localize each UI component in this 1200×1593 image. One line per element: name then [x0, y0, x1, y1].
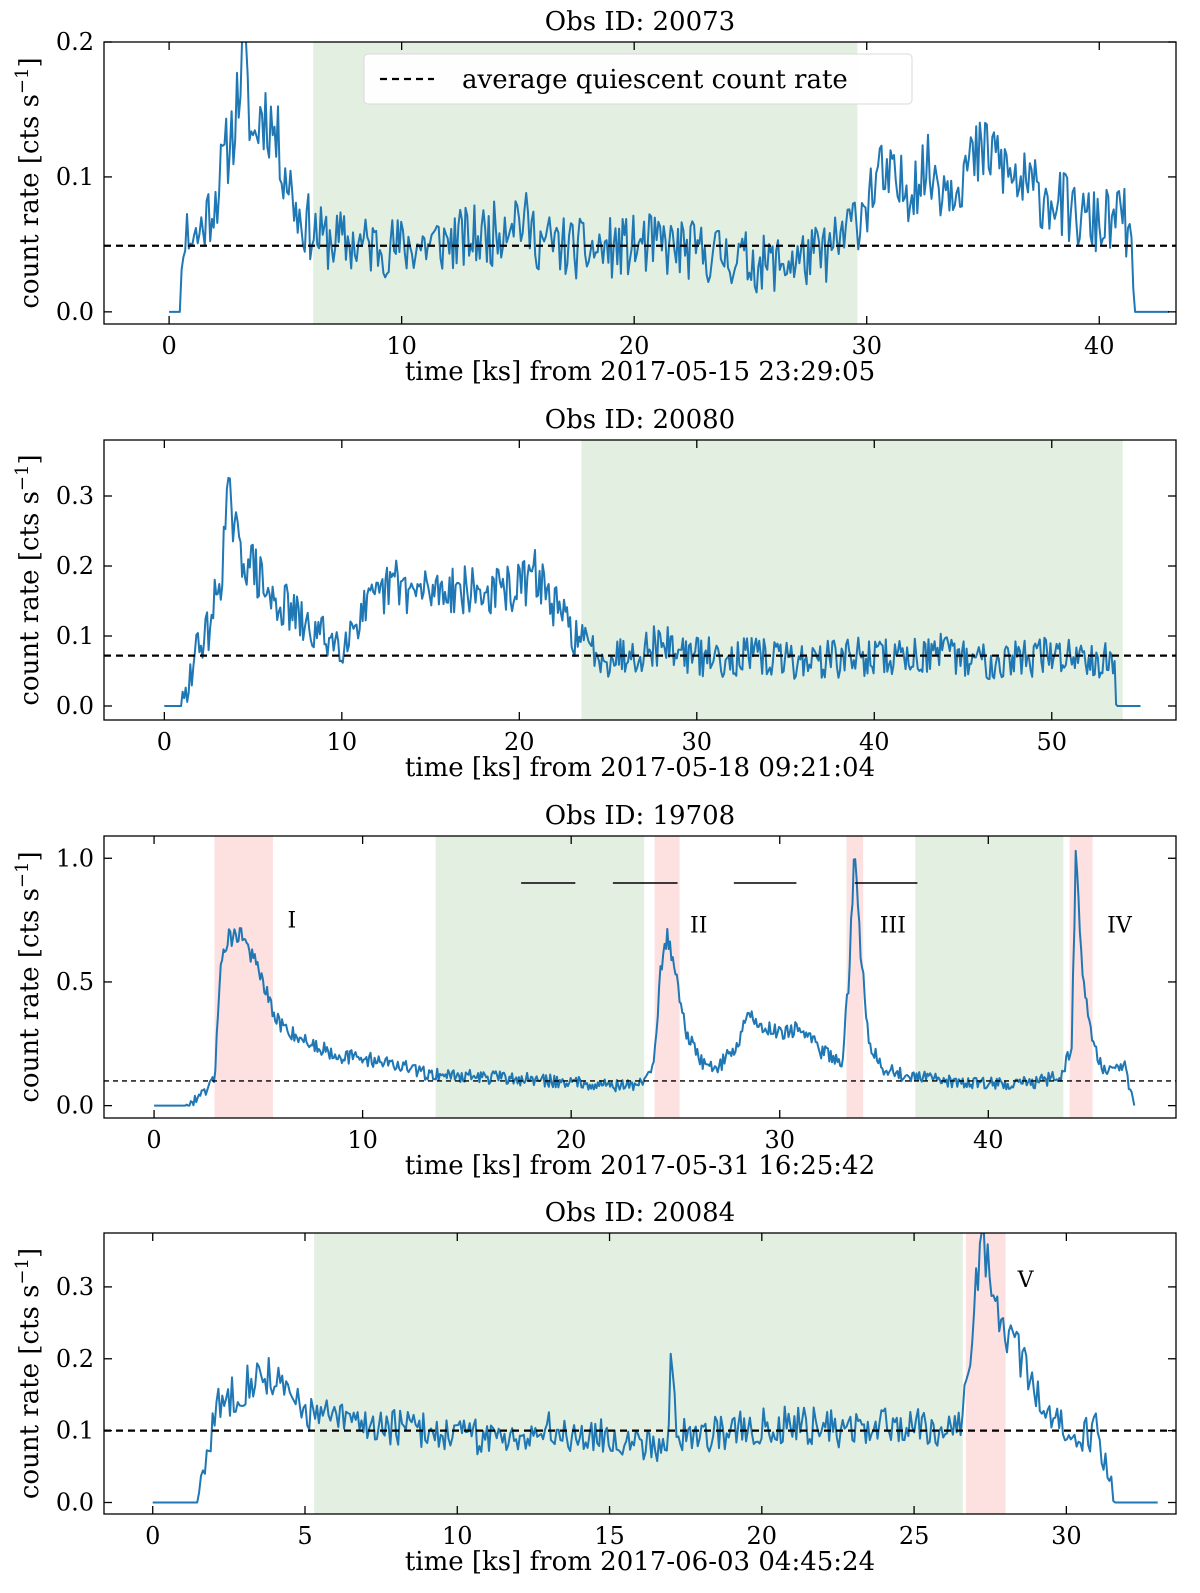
quiescent-span	[435, 836, 645, 1118]
y-tick-label: 0.1	[56, 1417, 94, 1445]
y-tick-label: 0.1	[56, 163, 94, 191]
x-tick-label: 10	[347, 1126, 378, 1154]
x-tick-label: 10	[327, 728, 358, 756]
quiescent-span	[314, 1233, 963, 1514]
x-tick-label: 25	[899, 1522, 930, 1550]
x-axis-label: time [ks] from 2017-06-03 04:45:24	[405, 1547, 875, 1577]
panel-2: 0 10 20 30 40 50 0.0 0.1 0.2 0.3 Obs ID: 20080 time…	[12, 405, 1177, 783]
flare-label: I	[288, 909, 297, 934]
chart-title: Obs ID: 20084	[545, 1198, 735, 1228]
chart-title: Obs ID: 19708	[545, 801, 735, 831]
y-axis-label: count rate [cts s−1]	[12, 851, 45, 1102]
light-curve-line	[154, 849, 1136, 1107]
x-axis-label: time [ks] from 2017-05-31 16:25:42	[405, 1151, 875, 1181]
flare-span	[965, 1233, 1006, 1514]
light-curve-line	[164, 476, 1141, 707]
flare-label: IV	[1107, 913, 1133, 938]
quiescent-span	[581, 440, 1123, 720]
legend-label: average quiescent count rate	[462, 65, 848, 95]
y-tick-label: 0.1	[56, 622, 94, 650]
x-tick-label: 40	[1084, 332, 1115, 360]
y-axis-label: count rate [cts s−1]	[12, 454, 45, 705]
x-tick-label: 0	[157, 728, 172, 756]
x-tick-label: 40	[859, 728, 890, 756]
panel-4: V 0 5 10 15 20 25 30 0.0 0.1 0.2 0.3 Obs ID: 20084 ti…	[12, 1198, 1177, 1577]
y-tick-label: 0.0	[56, 298, 94, 326]
axes-frame	[103, 439, 1177, 721]
x-tick-label: 0	[145, 1522, 160, 1550]
panel-1: 0 10 20 30 40 0.0 0.1 0.2 Obs ID: 20073 time [ks]…	[12, 7, 1177, 387]
x-tick-label: 10	[442, 1522, 473, 1550]
y-tick-label: 0.3	[56, 482, 94, 510]
light-curve-line	[169, 42, 1169, 313]
x-tick-label: 30	[764, 1126, 795, 1154]
y-tick-label: 0.2	[56, 28, 94, 56]
x-tick-label: 20	[504, 728, 535, 756]
y-tick-label: 0.3	[56, 1273, 94, 1301]
x-tick-label: 5	[297, 1522, 312, 1550]
x-axis-label: time [ks] from 2017-05-18 09:21:04	[405, 753, 875, 783]
chart-title: Obs ID: 20073	[545, 7, 735, 37]
x-tick-label: 0	[161, 332, 176, 360]
y-tick-label: 1.0	[56, 844, 94, 872]
y-tick-label: 0.0	[56, 692, 94, 720]
y-tick-label: 0.0	[56, 1489, 94, 1517]
x-axis-label: time [ks] from 2017-05-15 23:29:05	[405, 357, 875, 387]
y-axis-label: count rate [cts s−1]	[12, 1248, 45, 1499]
x-tick-label: 0	[146, 1126, 161, 1154]
light-curve-line	[152, 1233, 1158, 1504]
quiescent-span	[915, 836, 1064, 1118]
axes-frame	[103, 41, 1177, 325]
flare-label: II	[690, 913, 707, 938]
x-tick-label: 30	[1051, 1522, 1082, 1550]
x-tick-label: 15	[594, 1522, 625, 1550]
x-tick-label: 20	[747, 1522, 778, 1550]
x-tick-label: 30	[851, 332, 882, 360]
x-tick-label: 50	[1036, 728, 1067, 756]
flare-label: III	[880, 913, 906, 938]
x-tick-label: 20	[556, 1126, 587, 1154]
axes-frame	[103, 835, 1177, 1119]
flare-span	[214, 836, 273, 1118]
y-tick-label: 0.2	[56, 552, 94, 580]
y-tick-label: 0.5	[56, 968, 94, 996]
chart-title: Obs ID: 20080	[545, 405, 735, 435]
flare-label: V	[1017, 1268, 1035, 1293]
flare-span	[654, 836, 680, 1118]
y-tick-label: 0.0	[56, 1092, 94, 1120]
x-tick-label: 20	[619, 332, 650, 360]
legend-box	[363, 53, 913, 105]
x-tick-label: 40	[973, 1126, 1004, 1154]
axes-frame	[103, 1232, 1177, 1515]
y-tick-label: 0.2	[56, 1345, 94, 1373]
x-tick-label: 10	[386, 332, 417, 360]
x-tick-label: 30	[682, 728, 713, 756]
y-axis-label: count rate [cts s−1]	[12, 57, 45, 308]
legend: average quiescent count rate	[363, 53, 913, 105]
